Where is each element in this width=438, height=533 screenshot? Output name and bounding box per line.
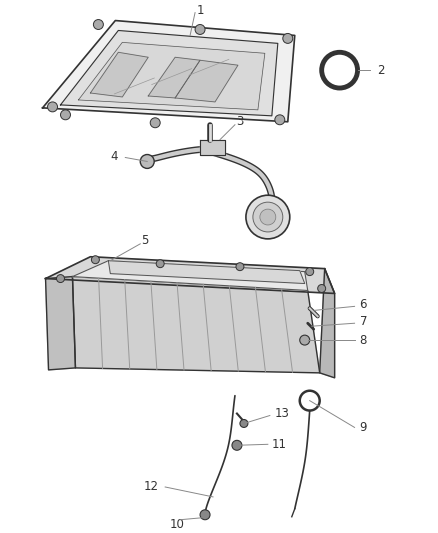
Text: 13: 13 <box>275 407 290 420</box>
Polygon shape <box>148 57 200 98</box>
Circle shape <box>232 440 242 450</box>
Polygon shape <box>72 261 308 290</box>
Text: 11: 11 <box>272 438 287 451</box>
Text: 2: 2 <box>378 63 385 77</box>
Circle shape <box>283 34 293 43</box>
Polygon shape <box>320 269 335 378</box>
Polygon shape <box>46 277 75 370</box>
Circle shape <box>92 256 99 264</box>
Polygon shape <box>72 277 320 373</box>
Polygon shape <box>60 30 278 116</box>
Circle shape <box>240 419 248 427</box>
Circle shape <box>306 268 314 276</box>
Circle shape <box>260 209 276 225</box>
Text: 9: 9 <box>360 421 367 434</box>
Polygon shape <box>200 140 225 155</box>
Circle shape <box>150 118 160 128</box>
Text: 7: 7 <box>360 315 367 328</box>
Circle shape <box>195 25 205 35</box>
Polygon shape <box>46 257 335 294</box>
Circle shape <box>275 115 285 125</box>
Text: 1: 1 <box>196 4 204 17</box>
Polygon shape <box>175 60 238 102</box>
Circle shape <box>318 285 326 293</box>
Text: 4: 4 <box>111 150 118 163</box>
Circle shape <box>48 102 57 112</box>
Text: 10: 10 <box>170 518 184 531</box>
Polygon shape <box>42 21 295 122</box>
Circle shape <box>236 263 244 271</box>
Circle shape <box>300 335 310 345</box>
Text: 6: 6 <box>360 298 367 311</box>
Text: 8: 8 <box>360 334 367 346</box>
Polygon shape <box>108 261 305 284</box>
Polygon shape <box>90 52 148 97</box>
Circle shape <box>246 195 290 239</box>
Circle shape <box>253 202 283 232</box>
Circle shape <box>57 274 64 282</box>
Circle shape <box>330 60 350 80</box>
Circle shape <box>93 20 103 29</box>
Circle shape <box>200 510 210 520</box>
Circle shape <box>60 110 71 120</box>
Text: 5: 5 <box>141 235 149 247</box>
Circle shape <box>156 260 164 268</box>
Text: 12: 12 <box>143 480 158 494</box>
Circle shape <box>140 155 154 168</box>
Polygon shape <box>78 43 265 110</box>
Text: 3: 3 <box>236 115 244 128</box>
